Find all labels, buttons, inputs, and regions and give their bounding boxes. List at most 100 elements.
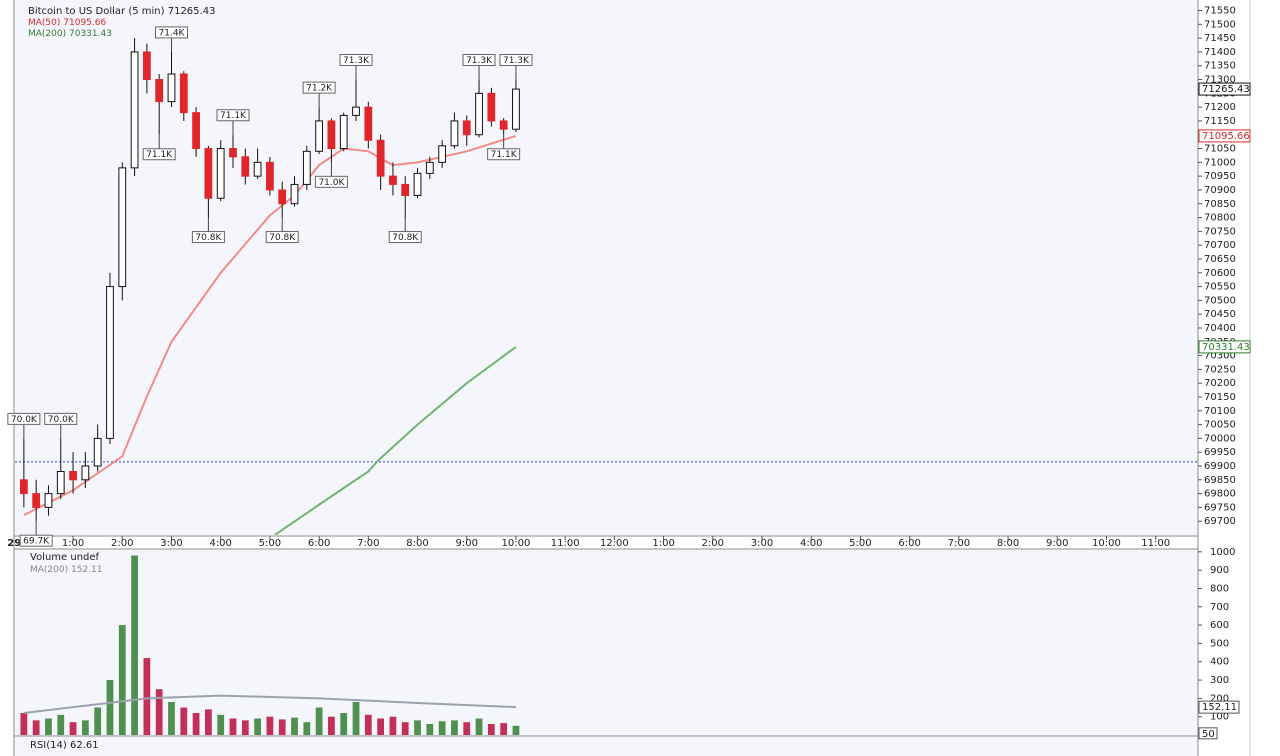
volume-bar [340, 713, 348, 735]
y-tick-label: 70600 [1204, 268, 1236, 279]
volume-bar [32, 720, 40, 735]
volume-bar [118, 625, 126, 735]
legend-name: MA(200) [28, 29, 66, 39]
x-tick-label: 5:00 [259, 538, 281, 549]
volume-bar [512, 725, 520, 735]
annotation-box [265, 231, 299, 244]
x-tick-label: 8:00 [997, 538, 1019, 549]
y-tick-label: 200 [1210, 693, 1229, 704]
x-tick-label: 5:00 [849, 538, 871, 549]
volume-bar [278, 719, 286, 735]
candle-body [327, 120, 336, 150]
volume-bar [487, 724, 495, 735]
x-tick-label: 6:00 [898, 538, 920, 549]
y-tick-label: 70300 [1204, 351, 1236, 362]
volume-bar [315, 707, 323, 735]
y-tick-label: 70050 [1204, 420, 1236, 431]
volume-panel [15, 550, 1198, 736]
y-tick-label: 71150 [1204, 116, 1236, 127]
x-tick-label: 11:00 [551, 538, 580, 549]
chart-title: Bitcoin to US Dollar (5 min) 71265.43 [28, 6, 215, 17]
candle-body [438, 145, 447, 163]
legend-name: MA(50) [28, 18, 60, 28]
volume-bar [168, 702, 175, 735]
annotation-label: 70.8K [195, 233, 222, 243]
price-tag-label: 71265.43 [1202, 84, 1250, 95]
volume-bar [426, 724, 434, 735]
y-tick-label: 70750 [1204, 226, 1236, 237]
annotation-box [388, 231, 422, 244]
volume-bar [328, 716, 335, 735]
legend-value: 70331.43 [69, 29, 112, 39]
x-tick-label: 1:00 [652, 538, 674, 549]
annotation-box [487, 148, 521, 161]
volume-bar [94, 707, 102, 735]
volume-bar [155, 689, 163, 735]
rsi-title: RSI(14) 62.61 [30, 740, 99, 751]
price-tag-label: 71095.66 [1202, 131, 1250, 142]
y-tick-label: 300 [1210, 675, 1229, 686]
y-tick-label: 71550 [1204, 6, 1236, 17]
x-tick-label: 1:00 [62, 538, 84, 549]
volume-bar [180, 707, 188, 735]
candle-body [253, 161, 262, 177]
y-tick-label: 70800 [1204, 213, 1236, 224]
y-tick-label: 700 [1210, 602, 1229, 613]
volume-bar [463, 722, 471, 735]
candle-body [32, 493, 41, 508]
candle-body [475, 92, 483, 136]
candle-body [352, 106, 360, 116]
annotation-label: 71.4K [159, 28, 186, 38]
candle-body [462, 120, 471, 136]
legend-value: 71095.66 [63, 18, 106, 28]
volume-bar [364, 714, 372, 735]
legend-entry: MA(50) 71095.66 [28, 18, 106, 28]
candle-body [302, 150, 311, 185]
rsi-name: RSI(14) [30, 740, 67, 751]
y-tick-label: 70250 [1204, 364, 1236, 375]
volume-bar [266, 716, 274, 735]
annotation-label: 69.7K [23, 537, 50, 547]
y-tick-label: 71000 [1204, 157, 1236, 168]
y-tick-label: 70450 [1204, 309, 1236, 320]
y-tick-label: 70400 [1204, 323, 1236, 334]
x-tick-label: 12:00 [600, 538, 629, 549]
volume-bar [377, 718, 385, 735]
annotation-label: 71.3K [343, 56, 370, 66]
candle-body [315, 120, 323, 152]
volume-bar [69, 722, 77, 735]
axes: 6970069750698006985069900699507000070050… [7, 6, 1251, 740]
annotation-label: 71.0K [318, 178, 345, 188]
candle-body [118, 167, 127, 288]
volume-plot [20, 555, 520, 735]
y-tick-label: 71400 [1204, 47, 1236, 58]
rsi-panel [15, 737, 1198, 756]
y-tick-label: 1000 [1210, 547, 1235, 558]
x-tick-label: 7:00 [357, 538, 379, 549]
y-tick-label: 500 [1210, 638, 1229, 649]
volume-bar [81, 720, 89, 735]
y-tick-label: 70950 [1204, 171, 1236, 182]
annotation-label: 71.1K [491, 150, 518, 160]
candle-body [216, 148, 225, 199]
annotation-label: 71.2K [306, 84, 333, 94]
annotation-label: 70.8K [269, 233, 296, 243]
candle-body [389, 175, 397, 185]
candle-body [56, 471, 65, 495]
y-tick-label: 70850 [1204, 199, 1236, 210]
y-tick-label: 400 [1210, 657, 1229, 668]
annotation-box [339, 54, 373, 67]
candle-body [229, 148, 237, 158]
volume-bar [45, 718, 52, 735]
annotation-box [142, 148, 176, 161]
x-tick-label: 9:00 [1046, 538, 1068, 549]
candle-body [167, 73, 176, 103]
annotation-box [44, 412, 78, 425]
x-tick-label: 8:00 [406, 538, 428, 549]
y-tick-label: 69700 [1204, 516, 1236, 527]
candle-body [425, 161, 434, 174]
x-tick-label: 10:00 [502, 538, 531, 549]
candle-body [241, 156, 250, 177]
volume-bar [143, 658, 151, 735]
